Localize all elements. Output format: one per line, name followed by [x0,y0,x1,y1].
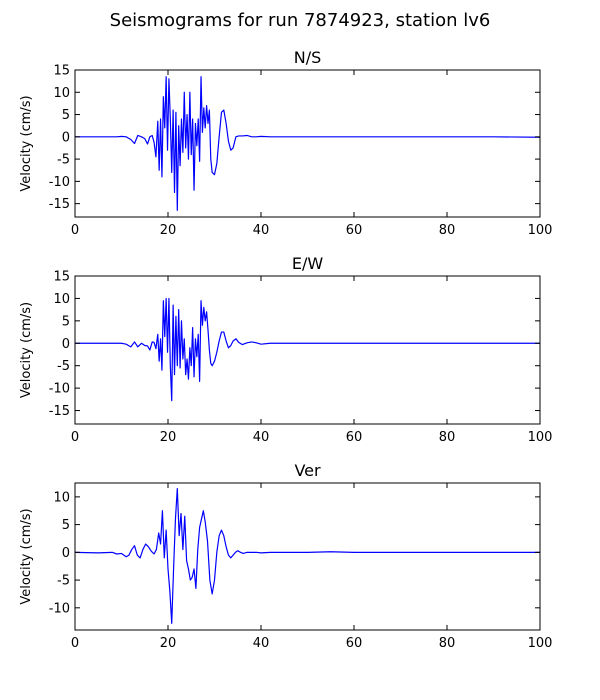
y-tick-label: -5 [57,153,70,168]
y-tick-label: -5 [57,574,70,589]
panel-title: E/W [292,254,324,273]
y-tick-label: 0 [62,546,70,561]
x-tick-label: 60 [346,636,363,651]
y-tick-label: 10 [53,490,70,505]
y-tick-label: 5 [62,108,70,123]
series-line-0 [75,487,540,624]
x-tick-label: 40 [253,223,270,238]
x-tick-label: 100 [528,223,553,238]
x-tick-label: 40 [253,636,270,651]
x-tick-label: 0 [71,430,79,445]
series-line-0 [75,297,540,402]
series-line-0 [75,76,540,211]
panel-title: Ver [294,461,321,480]
y-tick-label: 0 [62,130,70,145]
y-tick-label: 15 [53,270,70,285]
axes-frame [74,69,541,218]
y-tick-label: 15 [53,64,70,79]
x-tick-label: 20 [160,430,177,445]
y-tick-label: -15 [49,197,70,212]
figure-title: Seismograms for run 7874923, station lv6 [109,10,491,31]
x-tick-label: 20 [160,223,177,238]
x-tick-label: 0 [71,636,79,651]
y-tick-label: 0 [62,337,70,352]
chart-panel-1: E/W 0 20 40 60 80 100 15 10 5 0 -5 -10 -15 Velocity (c… [19,254,552,445]
x-tick-label: 20 [160,636,177,651]
x-tick-label: 80 [439,636,456,651]
x-tick-label: 40 [253,430,270,445]
y-tick-label: -10 [49,601,70,616]
x-tick-label: 100 [528,636,553,651]
axes-frame [74,482,541,631]
y-tick-label: -10 [49,382,70,397]
y-axis-label: Velocity (cm/s) [19,508,34,604]
y-tick-label: 10 [53,292,70,307]
x-tick-label: 60 [346,223,363,238]
x-tick-label: 0 [71,223,79,238]
y-axis-label: Velocity (cm/s) [19,95,34,191]
y-tick-label: 10 [53,86,70,101]
y-tick-label: 5 [62,314,70,329]
chart-panel-0: N/S 0 20 40 60 80 100 15 10 5 0 -5 -10 -15 Velocity (c… [19,48,552,238]
x-tick-label: 100 [528,430,553,445]
x-tick-label: 80 [439,430,456,445]
y-axis-label: Velocity (cm/s) [19,302,34,398]
chart-panel-2: Ver 0 20 40 60 80 100 10 5 0 -5 -10 Velocity (cm/s) [19,461,552,651]
y-tick-label: -10 [49,175,70,190]
y-tick-label: -15 [49,404,70,419]
x-tick-label: 60 [346,430,363,445]
y-tick-label: -5 [57,359,70,374]
y-tick-label: 5 [62,518,70,533]
axes-frame [74,275,541,425]
panel-title: N/S [294,48,322,67]
x-tick-label: 80 [439,223,456,238]
